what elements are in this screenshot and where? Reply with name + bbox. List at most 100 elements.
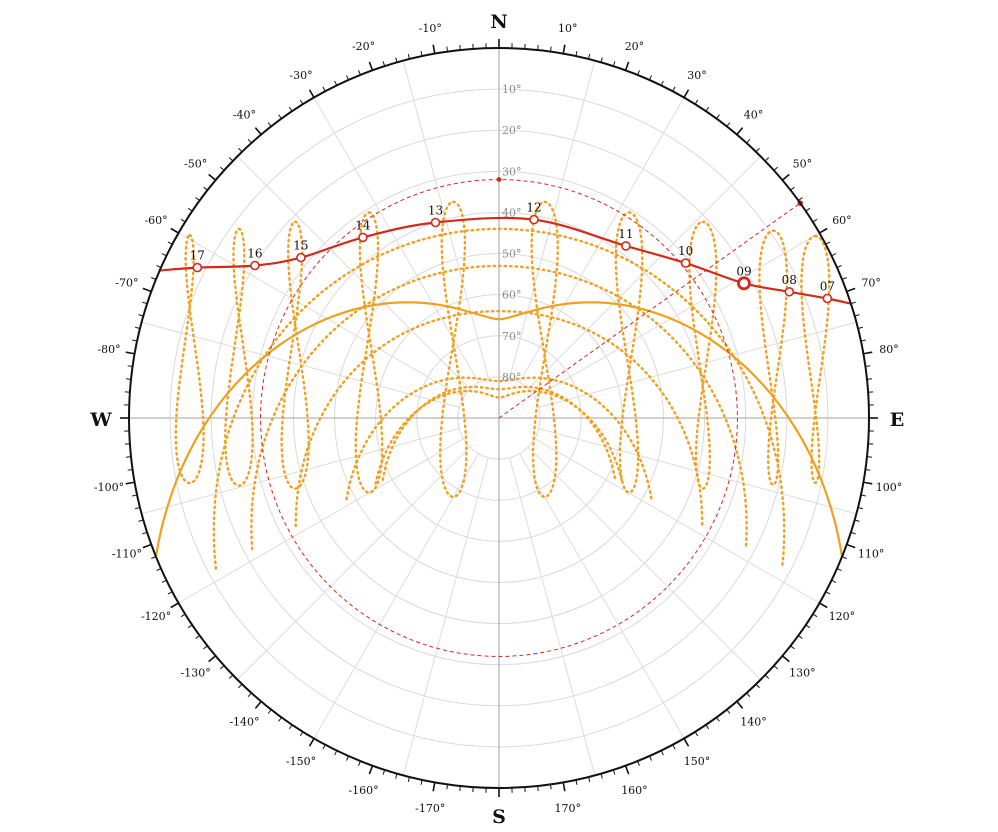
ring-tick [805,624,811,629]
azimuth-spoke [534,438,820,604]
ring-tick [407,776,410,782]
analemma-loop [614,211,644,494]
ring-tick [446,784,449,790]
ring-tick [247,692,252,698]
ring-tick [156,265,162,268]
ring-tick [860,494,866,497]
ring-tick [219,166,225,171]
ring-tick [537,45,539,51]
ring-tick [368,765,374,775]
azimuth-label: -120° [141,610,171,623]
ring-tick [600,57,603,63]
ring-tick [167,241,173,245]
azimuth-label: -80° [97,343,120,356]
hour-label: 07 [820,279,835,293]
ring-tick [238,683,243,689]
ring-tick [836,568,842,571]
ring-tick [195,197,200,201]
ring-tick [624,61,630,71]
ring-tick [299,99,304,105]
hour-label: 15 [293,239,308,253]
ring-tick [575,779,578,785]
hour-label: 13 [428,204,443,218]
ring-tick [288,106,293,112]
ring-tick [203,645,208,650]
ring-tick [716,114,720,119]
azimuth-label: 130° [789,667,816,680]
azimuth-label: 50° [793,157,813,170]
analemma-loop [530,200,560,499]
azimuth-spoke [538,321,857,408]
ring-tick [746,692,751,698]
hour-label: 16 [247,247,262,261]
ring-tick [368,61,374,71]
ring-tick [600,773,603,779]
ring-tick [588,54,591,60]
ring-tick [836,265,842,268]
hour-marker [250,260,260,271]
hour-marker [784,286,795,297]
analemma-loop [280,220,310,490]
azimuth-label: -20° [352,40,375,53]
polar-grid [129,48,869,788]
ring-tick [125,481,135,485]
analemma-loop [354,211,384,494]
ring-tick [755,683,760,689]
ring-tick [866,456,872,458]
hour-marker [296,252,306,263]
ring-tick [764,674,770,679]
east-label: E [890,409,904,431]
ring-tick [180,613,186,618]
reference-markers [260,177,804,657]
hour-marker [192,262,203,273]
azimuth-spoke [509,60,596,379]
ring-tick [549,784,552,790]
ring-tick [126,456,132,458]
ring-tick [346,75,349,81]
hour-marker [529,214,539,225]
ring-tick [420,51,423,57]
ring-tick [683,738,690,747]
azimuth-label: 60° [832,214,852,227]
analemma-loop [688,220,718,490]
azimuth-label: 110° [858,547,885,560]
ring-tick [857,326,863,329]
ring-tick [395,57,398,63]
azimuth-label: -160° [348,784,378,797]
ring-tick [736,127,744,136]
ring-tick [863,351,873,355]
ring-tick [812,218,818,223]
ring-tick [819,227,828,234]
hour-label: 17 [190,249,205,263]
altitude-label: 10° [502,83,522,96]
azimuth-spoke [519,97,685,383]
ring-tick [726,122,731,127]
ring-tick [161,253,167,257]
ring-tick [866,378,872,380]
azimuth-label: -150° [286,755,316,768]
ring-tick [857,507,863,510]
azimuth-label: 30° [687,69,707,82]
azimuth-spoke [237,446,471,680]
ring-tick [831,579,837,583]
ring-tick [755,147,760,153]
current-sun-marker [737,276,751,291]
azimuth-spoke [538,428,857,515]
north-label: N [490,11,507,33]
reference-north-dot [496,177,502,182]
ring-tick [764,157,770,162]
azimuth-label: -30° [289,69,312,82]
ring-tick [267,122,272,127]
ring-tick [395,773,398,779]
azimuth-spoke [178,232,464,398]
ring-tick [850,301,856,305]
dotted-day-arc [212,227,786,570]
azimuth-label: 160° [621,784,648,797]
sun-path-layer [159,214,852,305]
ring-tick [132,339,138,342]
azimuth-label: -70° [115,277,138,290]
ring-tick [649,75,652,81]
ring-tick [278,114,282,119]
ring-tick [798,197,803,201]
azimuth-label: -100° [94,481,124,494]
